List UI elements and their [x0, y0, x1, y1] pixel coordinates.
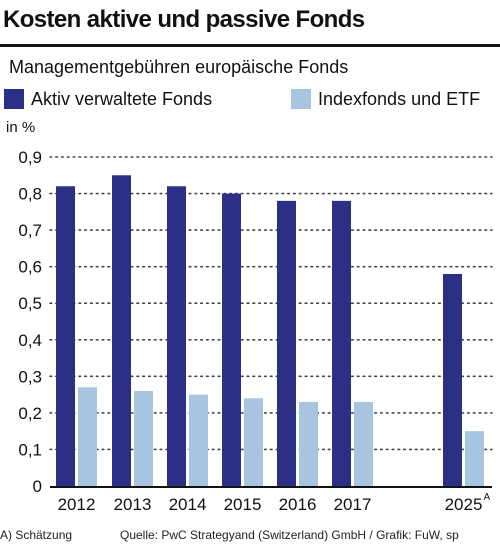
y-tick-label: 0,7 — [18, 221, 42, 240]
legend-label-active: Aktiv verwaltete Fonds — [31, 88, 213, 109]
y-tick-label: 0,8 — [18, 185, 42, 204]
bar-active-2014 — [167, 186, 186, 486]
y-tick-label: 0,4 — [18, 331, 42, 350]
x-tick-label: 2016 — [279, 495, 317, 514]
bar-active-2016 — [277, 200, 296, 486]
title-rule — [0, 44, 500, 47]
y-tick-label: 0,3 — [18, 367, 42, 386]
x-tick-label: 2015 — [224, 495, 262, 514]
x-tick-label: 2014 — [169, 495, 207, 514]
bar-passive-2025 — [465, 431, 484, 486]
bar-active-2017 — [332, 200, 351, 486]
footnote: A) Schätzung — [0, 528, 73, 542]
bar-active-2015 — [222, 193, 241, 487]
x-tick-label: 2017 — [334, 495, 372, 514]
legend-label-passive: Indexfonds und ETF — [318, 88, 481, 109]
legend-item-passive: Indexfonds und ETF — [291, 88, 480, 110]
bar-passive-2012 — [78, 387, 97, 486]
y-axis-unit-label: in % — [6, 119, 36, 136]
x-tick-label: 2012 — [58, 495, 96, 514]
legend-swatch-active — [4, 89, 24, 109]
chart-title: Kosten aktive und passive Fonds — [3, 6, 365, 33]
source-credit: Quelle: PwC Strategyand (Switzerland) Gm… — [120, 528, 459, 542]
bar-passive-2014 — [189, 394, 208, 486]
bar-active-2013 — [112, 175, 131, 486]
bar-active-2025 — [443, 273, 462, 486]
legend-swatch-passive — [291, 89, 311, 109]
bar-passive-2015 — [244, 398, 263, 486]
bar-passive-2016 — [299, 401, 318, 486]
y-tick-label: 0,1 — [18, 440, 42, 459]
y-tick-label: 0,9 — [18, 148, 42, 167]
bar-passive-2013 — [134, 390, 153, 486]
x-tick-label: 2013 — [114, 495, 152, 514]
bar-passive-2017 — [354, 401, 373, 486]
x-tick-superscript: A — [484, 492, 491, 503]
y-tick-label: 0 — [33, 477, 42, 496]
bar-active-2012 — [56, 186, 75, 486]
y-tick-label: 0,6 — [18, 258, 42, 277]
y-tick-label: 0,5 — [18, 294, 42, 313]
y-tick-label: 0,2 — [18, 404, 42, 423]
chart-subtitle: Managementgebühren europäische Fonds — [9, 57, 349, 77]
legend-item-active: Aktiv verwaltete Fonds — [4, 88, 212, 110]
x-tick-label: 2025 — [445, 495, 483, 514]
